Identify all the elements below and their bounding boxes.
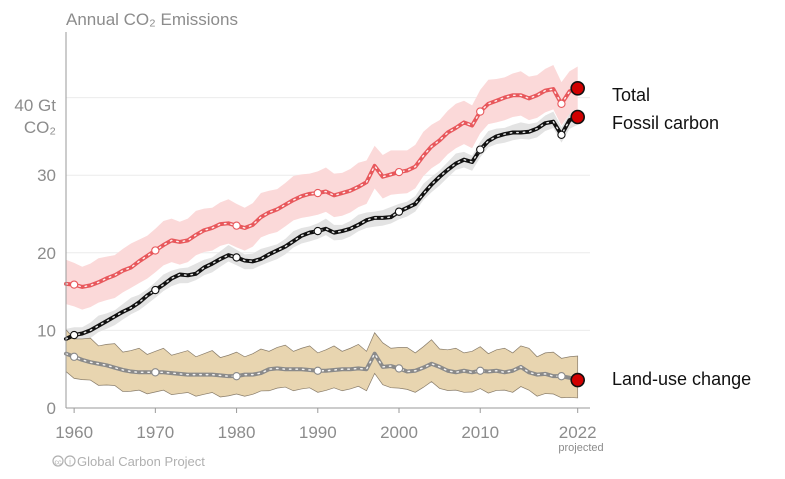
credit-text: Global Carbon Project	[77, 454, 205, 469]
x-tick-label-1980: 1980	[218, 423, 256, 442]
credit: cc i Global Carbon Project	[52, 454, 205, 469]
y-tick-labels: 0 10 20 30	[37, 166, 56, 418]
x-tick-label-2000: 2000	[380, 423, 418, 442]
svg-text:cc: cc	[55, 460, 63, 467]
y-tick-label-30: 30	[37, 166, 56, 185]
marker-land-use-change-1960	[69, 352, 79, 361]
band-total	[66, 65, 578, 310]
marker-land-use-change-1970	[151, 368, 160, 377]
marker-fossil-carbon-1980	[232, 253, 241, 262]
x-tick-label-2022: 2022	[559, 423, 597, 442]
x-tick-label-1970: 1970	[136, 423, 174, 442]
legend-label-landuse: Land-use change	[612, 369, 751, 389]
projection-marker-land-use-change	[570, 372, 585, 388]
marker-fossil-carbon-1960	[69, 330, 79, 340]
legend-label-total: Total	[612, 85, 650, 105]
marker-total-2010	[476, 107, 485, 116]
cc-icon	[52, 455, 64, 467]
band-land-use-change	[65, 328, 579, 399]
dots-total	[65, 88, 571, 288]
marker-land-use-change-2020	[557, 372, 566, 381]
marker-total-2000	[394, 167, 404, 177]
marker-fossil-carbon-2020	[557, 130, 566, 139]
legend-label-fossil: Fossil carbon	[612, 113, 719, 133]
marker-land-use-change-2010	[476, 366, 485, 375]
marker-total-1960	[69, 280, 79, 289]
projection-marker-total	[570, 80, 585, 96]
axes	[65, 32, 590, 409]
band-fossil-carbon	[66, 109, 578, 346]
y-tick-label-20: 20	[37, 244, 56, 263]
chart-title: Annual CO₂ Emissions	[66, 10, 238, 29]
marker-fossil-carbon-2000	[394, 207, 404, 216]
marker-fossil-carbon-1970	[151, 285, 160, 295]
y-axis-label-unit: 40 Gt	[14, 96, 56, 115]
y-axis-label-gas: CO₂	[24, 118, 56, 137]
marker-fossil-carbon-1990	[313, 226, 322, 236]
marker-land-use-change-1980	[232, 372, 241, 381]
projection-marker-fossil-carbon	[570, 109, 585, 125]
x-tick-label-2010: 2010	[461, 423, 499, 442]
marker-land-use-change-1990	[313, 366, 322, 375]
marker-land-use-change-2000	[394, 364, 404, 373]
svg-text:i: i	[69, 458, 71, 467]
x-tick-label-1990: 1990	[299, 423, 337, 442]
marker-total-1980	[232, 221, 241, 230]
series-markers	[69, 80, 585, 388]
x-tick-label-1960: 1960	[55, 423, 93, 442]
x-tick-labels: 1960 1970 1980 1990 2000 2010 2022	[55, 408, 597, 442]
by-icon	[64, 455, 76, 467]
marker-total-1990	[313, 188, 322, 198]
y-tick-label-0: 0	[47, 399, 56, 418]
marker-total-1970	[151, 246, 160, 255]
y-tick-label-10: 10	[37, 321, 56, 340]
marker-total-2020	[557, 99, 566, 108]
projected-label: projected	[558, 442, 603, 454]
dots-land-use-change	[65, 352, 571, 379]
marker-fossil-carbon-2010	[476, 145, 485, 154]
